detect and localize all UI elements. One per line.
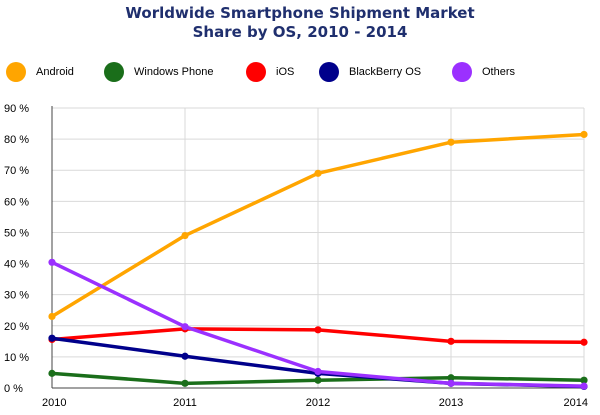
- chart-title: Worldwide Smartphone Shipment Market Sha…: [0, 4, 600, 42]
- x-tick-label: 2010: [42, 397, 66, 409]
- y-tick-label: 40 %: [4, 259, 29, 271]
- data-point-windows-phone: [580, 376, 588, 384]
- legend-item-android: Android: [6, 61, 74, 83]
- data-point-blackberry-os: [181, 352, 189, 360]
- x-tick-label: 2011: [173, 397, 197, 409]
- chart-legend: Android Windows Phone iOS BlackBerry OS …: [6, 61, 596, 83]
- legend-label-others: Others: [482, 66, 516, 78]
- data-point-ios: [314, 326, 322, 334]
- data-point-blackberry-os: [48, 334, 56, 342]
- legend-marker-others: [452, 62, 472, 82]
- data-point-ios: [447, 337, 455, 345]
- legend-item-ios: iOS: [246, 61, 294, 83]
- data-point-android: [181, 231, 189, 240]
- data-point-others: [48, 258, 56, 266]
- data-point-ios: [580, 338, 588, 346]
- legend-label-ios: iOS: [276, 66, 295, 78]
- y-tick-label: 10 %: [4, 352, 29, 364]
- y-tick-label: 50 %: [4, 227, 29, 239]
- legend-item-windows-phone: Windows Phone: [104, 61, 214, 83]
- data-point-android: [314, 169, 322, 177]
- y-tick-label: 30 %: [4, 290, 29, 302]
- legend-item-blackberry-os: BlackBerry OS: [319, 61, 421, 83]
- legend-label-blackberry-os: BlackBerry OS: [349, 66, 422, 78]
- series-lines: [48, 130, 588, 391]
- data-point-windows-phone: [314, 376, 322, 384]
- x-tick-label: 2013: [439, 397, 463, 409]
- legend-label-windows-phone: Windows Phone: [134, 66, 214, 78]
- data-point-windows-phone: [181, 379, 189, 387]
- legend-label-android: Android: [36, 66, 74, 78]
- y-tick-label: 60 %: [4, 196, 29, 208]
- legend-marker-windows-phone: [104, 62, 124, 82]
- grid: [51, 107, 585, 388]
- data-point-others: [314, 367, 322, 376]
- data-point-android: [447, 138, 455, 146]
- y-tick-label: 80 %: [4, 134, 29, 146]
- data-point-others: [181, 323, 189, 331]
- data-point-windows-phone: [48, 369, 56, 377]
- data-point-others: [447, 379, 455, 387]
- y-tick-label: 70 %: [4, 165, 29, 177]
- data-point-android: [580, 130, 588, 139]
- data-point-others: [580, 382, 588, 390]
- x-tick-label: 2014: [564, 397, 588, 409]
- y-tick-label: 20 %: [4, 321, 29, 333]
- x-tick-label: 2012: [306, 397, 330, 409]
- data-point-windows-phone: [447, 374, 455, 382]
- data-point-android: [48, 312, 56, 321]
- legend-marker-blackberry-os: [319, 62, 339, 82]
- legend-item-others: Others: [452, 61, 515, 83]
- legend-marker-ios: [246, 62, 266, 82]
- chart-title-line-2: Share by OS, 2010 - 2014: [192, 23, 408, 41]
- legend-marker-android: [6, 62, 26, 82]
- chart-title-line-1: Worldwide Smartphone Shipment Market: [125, 4, 475, 22]
- y-tick-label: 90 %: [4, 103, 29, 115]
- y-tick-label: 0 %: [4, 383, 23, 395]
